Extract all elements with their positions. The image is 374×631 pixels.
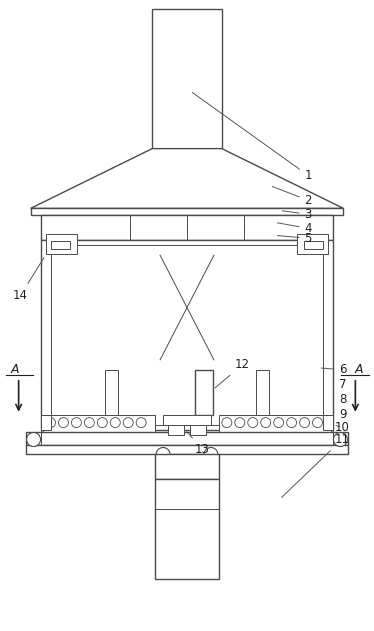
- Circle shape: [27, 433, 40, 447]
- Circle shape: [286, 418, 297, 428]
- Circle shape: [46, 418, 55, 428]
- Text: 10: 10: [334, 421, 349, 434]
- Bar: [155, 480, 219, 579]
- Bar: [232, 251, 304, 268]
- Bar: [105, 370, 118, 420]
- Bar: [43, 415, 155, 432]
- Bar: [168, 425, 184, 435]
- Bar: [163, 415, 211, 425]
- Text: 8: 8: [334, 393, 347, 406]
- Circle shape: [274, 418, 283, 428]
- Text: A: A: [355, 363, 364, 376]
- Bar: [324, 415, 334, 430]
- Bar: [55, 255, 155, 415]
- Circle shape: [156, 447, 170, 461]
- Text: 13: 13: [187, 432, 210, 456]
- Bar: [31, 208, 343, 215]
- Text: 2: 2: [272, 187, 312, 207]
- Circle shape: [97, 418, 107, 428]
- Circle shape: [248, 418, 258, 428]
- Bar: [190, 425, 206, 435]
- Bar: [256, 370, 269, 420]
- Circle shape: [313, 418, 322, 428]
- Text: 3: 3: [282, 208, 312, 221]
- Bar: [68, 251, 140, 268]
- Bar: [25, 432, 349, 444]
- Bar: [304, 241, 324, 249]
- Bar: [25, 444, 349, 454]
- Circle shape: [110, 418, 120, 428]
- Circle shape: [85, 418, 94, 428]
- Circle shape: [71, 418, 82, 428]
- Circle shape: [204, 447, 218, 461]
- Circle shape: [300, 418, 310, 428]
- Bar: [219, 415, 331, 432]
- Bar: [50, 241, 70, 249]
- Bar: [40, 215, 334, 240]
- Text: 9: 9: [334, 408, 347, 421]
- Bar: [155, 454, 219, 480]
- Circle shape: [334, 433, 347, 447]
- Text: A: A: [10, 363, 19, 376]
- Text: 5: 5: [278, 232, 312, 245]
- Bar: [160, 255, 214, 360]
- Polygon shape: [31, 149, 343, 208]
- Circle shape: [136, 418, 146, 428]
- Circle shape: [58, 418, 68, 428]
- Bar: [50, 245, 324, 425]
- Circle shape: [235, 418, 245, 428]
- Text: 1: 1: [192, 93, 312, 182]
- Circle shape: [261, 418, 271, 428]
- Bar: [40, 240, 334, 430]
- Text: 6: 6: [321, 363, 347, 376]
- Text: 7: 7: [334, 378, 347, 391]
- Bar: [46, 234, 77, 254]
- Bar: [40, 415, 50, 430]
- Bar: [297, 234, 328, 254]
- Bar: [219, 255, 319, 415]
- Text: 4: 4: [278, 222, 312, 235]
- Text: 14: 14: [13, 257, 44, 302]
- Text: 12: 12: [215, 358, 250, 388]
- Circle shape: [222, 418, 232, 428]
- Bar: [152, 9, 222, 149]
- Circle shape: [123, 418, 133, 428]
- Text: 11: 11: [282, 433, 349, 497]
- Bar: [195, 370, 213, 415]
